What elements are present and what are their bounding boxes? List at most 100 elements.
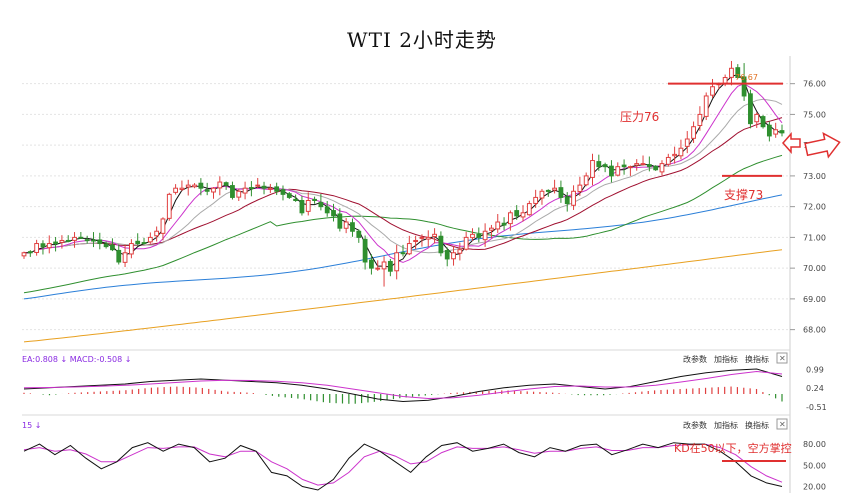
candle-body: [337, 213, 343, 229]
candle-body: [387, 260, 393, 272]
candle-body: [198, 182, 204, 189]
candle-body: [34, 243, 40, 253]
candle-body: [40, 243, 46, 248]
candle-body: [192, 184, 197, 188]
macd-header: EA:0.808 ↓ MACD:-0.508 ↓: [22, 355, 131, 364]
price-tick-label: 72.00: [803, 203, 826, 212]
candle-body: [179, 187, 185, 190]
candle-body: [255, 184, 261, 187]
candle-body: [583, 175, 589, 186]
price-tick-label: 76.00: [803, 80, 826, 89]
macd-axis-ticks: 0.99 0.24 -0.51: [806, 365, 827, 412]
candle-body: [558, 187, 564, 198]
candle-body: [122, 252, 128, 263]
candles: [21, 60, 785, 287]
add-indicator-button[interactable]: 加指标: [714, 354, 738, 364]
candle-body: [634, 163, 640, 166]
candle-body: [419, 236, 425, 239]
kd-header: 15 ↓: [22, 421, 41, 430]
candle-body: [318, 201, 324, 208]
kd-k-line: [23, 442, 783, 491]
candle-body: [166, 193, 172, 219]
candle-body: [141, 242, 147, 245]
candle-body: [476, 233, 482, 238]
candle-body: [451, 252, 456, 260]
candle-body: [236, 190, 242, 198]
candle-body: [628, 166, 633, 169]
candle-body: [91, 239, 96, 242]
ma60-line: [23, 154, 783, 294]
candle-body: [571, 190, 576, 206]
candle-body: [729, 67, 734, 78]
candle-body: [375, 267, 381, 270]
candle-body: [286, 193, 292, 198]
candle-body: [495, 221, 501, 230]
swap-indicator-button-2[interactable]: 换指标: [745, 420, 769, 430]
candle-body: [46, 243, 52, 249]
candle-body: [615, 166, 621, 176]
candle-body: [267, 187, 273, 190]
candle-body: [710, 86, 715, 96]
candle-body: [678, 147, 684, 157]
add-indicator-button-2[interactable]: 加指标: [714, 420, 738, 430]
close-panel-button-2[interactable]: [776, 418, 788, 430]
candle-body: [223, 182, 229, 186]
candle-body: [659, 163, 665, 173]
candle-body: [27, 251, 33, 254]
candle-body: [369, 259, 374, 269]
candle-body: [128, 243, 134, 255]
candle-body: [154, 230, 160, 237]
candle-body: [697, 113, 703, 127]
candle-body: [381, 261, 387, 270]
candle-body: [545, 189, 551, 192]
candle-body: [691, 126, 696, 139]
candle-body: [703, 95, 709, 117]
swap-indicator-button[interactable]: 换指标: [745, 354, 769, 364]
candle-body: [596, 161, 602, 168]
candle-body: [444, 250, 450, 260]
candle-body: [21, 252, 27, 257]
change-params-button[interactable]: 改参数: [683, 354, 707, 364]
price-tick-label: 68.00: [803, 326, 826, 335]
candle-body: [394, 252, 400, 272]
candle-body: [773, 129, 779, 135]
candle-body: [653, 165, 659, 171]
candle-body: [331, 210, 336, 217]
price-tick-label: 75.00: [803, 110, 826, 119]
candle-body: [406, 243, 412, 255]
ma30-line: [24, 117, 783, 254]
candle-body: [97, 239, 103, 245]
candle-body: [520, 212, 526, 218]
candle-body: [735, 67, 741, 79]
candle-body: [116, 249, 122, 263]
candle-body: [65, 239, 71, 242]
price-axis-ticks: 76.0075.0074.0073.0072.0071.0070.0069.00…: [790, 80, 826, 335]
candle-body: [489, 227, 494, 231]
candle-body: [463, 236, 469, 250]
candle-body: [312, 198, 317, 201]
change-params-button-2[interactable]: 改参数: [683, 420, 707, 430]
ma250-line: [23, 249, 783, 343]
candle-body: [640, 163, 646, 166]
candle-body: [362, 238, 368, 263]
candle-body: [299, 200, 305, 214]
price-tick-label: 70.00: [803, 264, 826, 273]
candle-body: [350, 222, 355, 232]
candle-body: [324, 206, 330, 214]
candle-body: [53, 241, 58, 245]
candle-body: [204, 189, 210, 192]
candle-body: [72, 236, 77, 241]
macd-tick-label: 0.24: [806, 384, 824, 393]
candle-body: [779, 130, 785, 134]
candle-body: [438, 235, 444, 254]
candle-body: [609, 165, 614, 177]
candle-body: [564, 196, 570, 205]
candle-body: [602, 164, 608, 168]
candle-body: [103, 243, 109, 248]
candle-body: [552, 187, 557, 191]
arrow-right-outline-icon: [804, 131, 841, 159]
candle-body: [413, 239, 419, 243]
price-tick-label: 73.00: [803, 172, 826, 181]
close-panel-button[interactable]: [776, 352, 788, 364]
kd-annotation: KD在50以下，空方掌控: [674, 441, 792, 455]
